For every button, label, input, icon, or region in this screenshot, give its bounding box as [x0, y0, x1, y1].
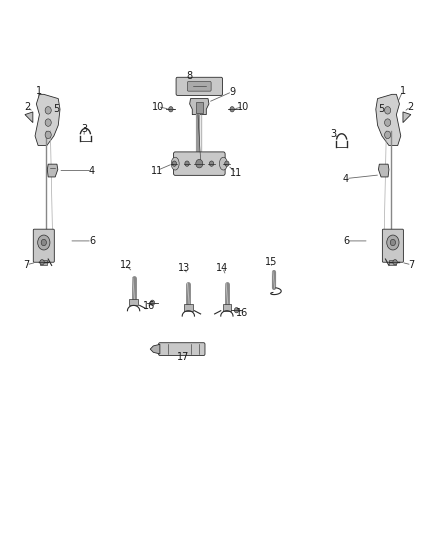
Circle shape	[393, 260, 397, 265]
Polygon shape	[378, 164, 389, 177]
Text: 1: 1	[400, 86, 406, 95]
Polygon shape	[35, 94, 60, 146]
Circle shape	[196, 159, 203, 168]
Ellipse shape	[171, 157, 179, 170]
Bar	[196, 102, 203, 113]
Text: 14: 14	[216, 263, 229, 272]
FancyBboxPatch shape	[173, 152, 225, 175]
Circle shape	[385, 107, 391, 114]
Text: 4: 4	[89, 166, 95, 175]
Circle shape	[209, 161, 214, 166]
Text: 3: 3	[81, 124, 88, 134]
Text: 12: 12	[120, 261, 132, 270]
Polygon shape	[25, 112, 33, 123]
Polygon shape	[190, 99, 209, 115]
Text: 9: 9	[229, 87, 235, 96]
Text: 7: 7	[23, 260, 29, 270]
Text: 16: 16	[236, 309, 248, 318]
Text: 4: 4	[343, 174, 349, 183]
Bar	[223, 304, 231, 311]
Polygon shape	[403, 112, 411, 123]
Circle shape	[385, 131, 391, 139]
Text: 5: 5	[53, 104, 59, 114]
FancyBboxPatch shape	[176, 77, 223, 95]
Text: 1: 1	[35, 86, 42, 95]
Circle shape	[45, 107, 51, 114]
Circle shape	[225, 161, 229, 166]
Circle shape	[185, 161, 189, 166]
Circle shape	[387, 235, 399, 250]
Circle shape	[38, 235, 50, 250]
FancyBboxPatch shape	[159, 343, 205, 356]
Circle shape	[385, 119, 391, 126]
FancyBboxPatch shape	[187, 82, 211, 91]
Circle shape	[150, 300, 155, 305]
Circle shape	[41, 239, 46, 246]
Text: 8: 8	[186, 71, 192, 80]
Text: 3: 3	[331, 130, 337, 139]
Text: 17: 17	[177, 352, 189, 362]
Polygon shape	[47, 164, 58, 177]
FancyBboxPatch shape	[382, 229, 403, 262]
Polygon shape	[376, 94, 401, 146]
Text: 10: 10	[237, 102, 249, 111]
Text: 6: 6	[343, 236, 349, 246]
Circle shape	[390, 239, 396, 246]
Ellipse shape	[219, 157, 227, 170]
Text: 16: 16	[143, 302, 155, 311]
Circle shape	[234, 308, 239, 313]
Circle shape	[169, 107, 173, 112]
Circle shape	[172, 161, 177, 166]
Polygon shape	[150, 344, 160, 354]
Bar	[389, 260, 396, 265]
Circle shape	[40, 260, 44, 265]
FancyBboxPatch shape	[33, 229, 54, 262]
Text: 11: 11	[230, 168, 243, 178]
Text: 11: 11	[151, 166, 163, 175]
Text: 15: 15	[265, 257, 277, 267]
Text: 13: 13	[178, 263, 190, 272]
Bar	[40, 260, 47, 265]
Text: 2: 2	[407, 102, 413, 111]
Text: 6: 6	[89, 236, 95, 246]
Bar	[129, 299, 138, 305]
Bar	[184, 304, 193, 311]
Text: 10: 10	[152, 102, 164, 111]
Text: 2: 2	[24, 102, 30, 111]
Circle shape	[45, 131, 51, 139]
Circle shape	[45, 119, 51, 126]
Circle shape	[230, 107, 234, 112]
Text: 7: 7	[409, 260, 415, 270]
Text: 5: 5	[378, 104, 384, 114]
